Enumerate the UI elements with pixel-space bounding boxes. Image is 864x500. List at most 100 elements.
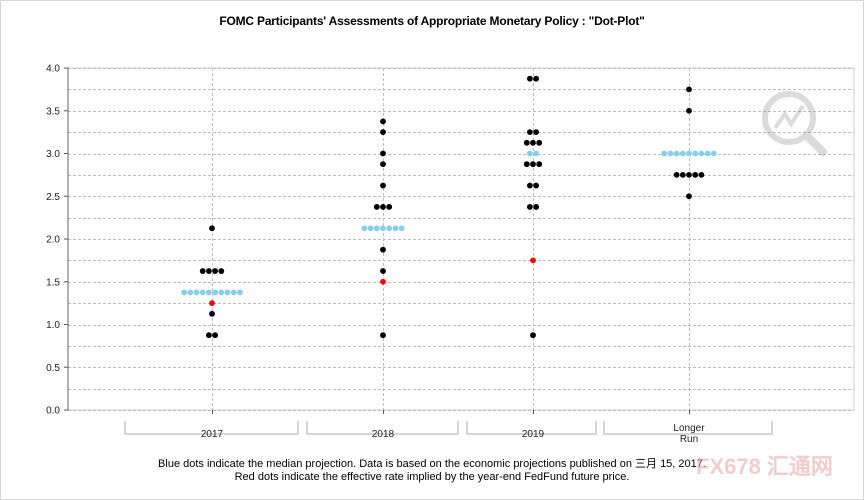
implied-rate-dot bbox=[209, 300, 215, 307]
participant-dot bbox=[523, 139, 530, 146]
y-tick-label: 1.5 bbox=[46, 277, 60, 288]
participant-dot bbox=[527, 129, 533, 136]
participant-dot bbox=[380, 118, 386, 125]
median-dot bbox=[398, 225, 405, 232]
median-dot bbox=[193, 289, 200, 296]
magnifier-logo-icon bbox=[762, 91, 827, 156]
median-dot bbox=[686, 150, 692, 157]
participant-dot bbox=[209, 310, 215, 317]
y-tick-label: 0.0 bbox=[46, 406, 60, 417]
median-dot bbox=[361, 225, 368, 232]
watermark-text: FX678 汇通网 bbox=[696, 454, 833, 479]
participant-dot bbox=[373, 204, 380, 210]
category-label: 2017 bbox=[201, 429, 224, 440]
participant-dot bbox=[686, 193, 692, 200]
participant-dot bbox=[206, 332, 212, 339]
participant-dot bbox=[673, 171, 680, 178]
participant-dot bbox=[380, 246, 386, 253]
median-dot bbox=[380, 225, 386, 232]
y-tick-label: 4.0 bbox=[46, 64, 60, 75]
median-dot bbox=[187, 289, 194, 296]
participant-dot bbox=[380, 268, 386, 274]
footnote: Blue dots indicate the median projection… bbox=[0, 458, 864, 484]
category-label: 2019 bbox=[522, 429, 545, 440]
participant-dot bbox=[218, 268, 225, 274]
participant-dot bbox=[212, 332, 219, 339]
participant-dot bbox=[380, 129, 386, 136]
participant-dot bbox=[523, 161, 530, 168]
median-dot bbox=[692, 150, 699, 157]
participant-dot bbox=[533, 75, 539, 82]
participant-dot bbox=[536, 161, 543, 168]
implied-rate-dot bbox=[530, 257, 536, 264]
chart-title: FOMC Participants' Assessments of Approp… bbox=[219, 14, 645, 28]
median-dot bbox=[230, 289, 237, 296]
participant-dot bbox=[692, 171, 699, 178]
participant-dot bbox=[686, 86, 692, 93]
median-dot bbox=[667, 150, 674, 157]
median-dot bbox=[533, 150, 539, 157]
median-dot bbox=[386, 225, 393, 232]
participant-dot bbox=[530, 139, 536, 146]
participant-dot bbox=[686, 107, 692, 114]
median-dot bbox=[199, 289, 206, 296]
fx678-logo-icon: FX678 汇通网 bbox=[696, 454, 833, 479]
participant-dot bbox=[212, 268, 219, 274]
participant-dot bbox=[386, 204, 393, 210]
median-dot bbox=[218, 289, 225, 296]
median-dot bbox=[704, 150, 711, 157]
participant-dot bbox=[380, 332, 386, 339]
participant-dot bbox=[536, 139, 543, 146]
category-bracket bbox=[306, 421, 459, 435]
category-label: Run bbox=[680, 434, 698, 445]
median-dot bbox=[392, 225, 399, 232]
grid-layer bbox=[67, 67, 855, 411]
median-dot bbox=[181, 289, 188, 296]
category-bracket bbox=[603, 421, 773, 435]
median-dot bbox=[673, 150, 680, 157]
median-dot bbox=[367, 225, 374, 232]
participant-dot bbox=[380, 204, 386, 210]
median-dot bbox=[212, 289, 219, 296]
participant-dot bbox=[533, 129, 539, 136]
y-tick-label: 3.0 bbox=[46, 149, 60, 160]
participant-dot bbox=[380, 182, 386, 189]
y-tick-label: 0.5 bbox=[46, 363, 60, 374]
participant-dot bbox=[527, 182, 533, 189]
footnote-line-1: Blue dots indicate the median projection… bbox=[158, 458, 706, 470]
median-dot bbox=[661, 150, 668, 157]
participant-dot bbox=[533, 204, 539, 210]
dot-layer bbox=[181, 75, 717, 339]
footnote-line-2: Red dots indicate the effective rate imp… bbox=[234, 471, 630, 483]
participant-dot bbox=[209, 225, 215, 232]
median-dot bbox=[698, 150, 705, 157]
median-dot bbox=[206, 289, 212, 296]
y-tick-label: 3.5 bbox=[46, 106, 60, 117]
watermark: FX678 汇通网 bbox=[688, 446, 858, 486]
participant-dot bbox=[527, 75, 533, 82]
participant-dot bbox=[530, 332, 536, 339]
participant-dot bbox=[698, 171, 705, 178]
y-tick-label: 2.0 bbox=[46, 235, 60, 246]
median-dot bbox=[527, 150, 533, 157]
participant-dot bbox=[199, 268, 206, 274]
participant-dot bbox=[380, 150, 386, 157]
category-label: Longer bbox=[673, 423, 705, 434]
axis-layer: 0.0 0.5 1.0 1.5 2.0 2.5 3.0 3.5 4.0 bbox=[46, 64, 690, 417]
participant-dot bbox=[686, 171, 692, 178]
participant-dot bbox=[527, 204, 533, 210]
implied-rate-dot bbox=[380, 278, 386, 285]
y-tick-label: 2.5 bbox=[46, 192, 60, 203]
category-label: 2018 bbox=[372, 429, 395, 440]
category-bracket bbox=[124, 421, 299, 435]
y-tick-label: 1.0 bbox=[46, 320, 60, 331]
participant-dot bbox=[380, 161, 386, 168]
participant-dot bbox=[533, 182, 539, 189]
category-bracket bbox=[466, 421, 597, 435]
participant-dot bbox=[206, 268, 212, 274]
median-dot bbox=[237, 289, 243, 296]
participant-dot bbox=[679, 171, 686, 178]
median-dot bbox=[224, 289, 231, 296]
